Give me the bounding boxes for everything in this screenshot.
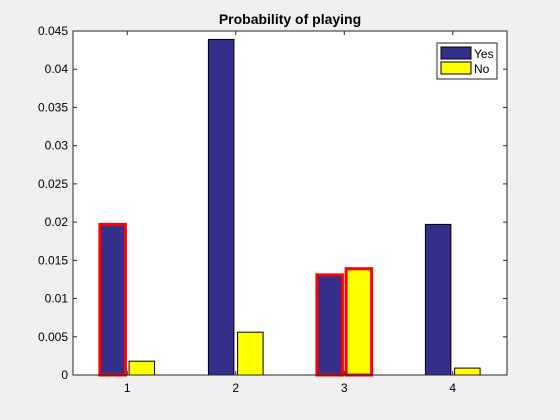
bar-yes-4 (424, 223, 452, 376)
y-tick-label: 0.01 (45, 292, 69, 306)
y-tick-label: 0.025 (38, 177, 68, 191)
legend-swatch-no (440, 61, 472, 75)
y-tick-label: 0.005 (38, 330, 68, 344)
y-tick-label: 0.045 (38, 24, 68, 38)
bar-yes-3 (315, 273, 344, 377)
x-tick-label: 4 (449, 381, 456, 395)
x-axis: 1 2 3 4 (124, 31, 456, 395)
y-axis: 0 0.005 0.01 0.015 0.02 0.025 0.03 0.035 0.04 0.0… (38, 24, 507, 382)
y-tick-label: 0.03 (45, 139, 69, 153)
y-tick-label: 0 (61, 368, 68, 382)
legend-label-yes: Yes (474, 47, 494, 61)
bar-no-4 (454, 367, 481, 376)
chart-title: Probability of playing (219, 11, 361, 27)
bar-no-2 (237, 331, 264, 376)
legend-label-no: No (474, 62, 490, 76)
bar-yes-2 (207, 38, 235, 376)
y-tick-label: 0.035 (38, 100, 68, 114)
y-tick-label: 0.015 (38, 253, 68, 267)
x-tick-label: 1 (124, 381, 131, 395)
plot-frame (72, 30, 508, 376)
x-tick-label: 3 (341, 381, 348, 395)
bar-no-1 (128, 360, 156, 376)
y-tick-label: 0.02 (45, 215, 69, 229)
y-tick-label: 0.04 (45, 62, 69, 76)
bar-no-3 (344, 267, 374, 377)
bars-layer (98, 38, 481, 377)
x-tick-label: 2 (232, 381, 239, 395)
legend-swatch-yes (440, 46, 472, 60)
bar-yes-1 (98, 222, 127, 377)
